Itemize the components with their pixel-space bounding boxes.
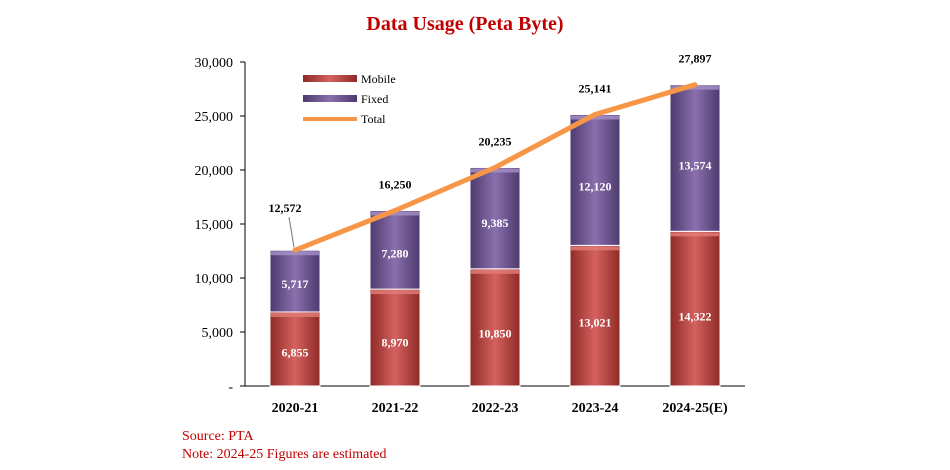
bar-fixed <box>669 84 721 232</box>
bar-value-label: 9,385 <box>482 216 509 230</box>
x-tick-label: 2022-23 <box>472 401 519 416</box>
estimate-note: Note: 2024-25 Figures are estimated <box>182 447 387 462</box>
y-tick-label: - <box>228 380 233 395</box>
legend-label-total: Total <box>361 112 386 126</box>
legend-swatch-mobile <box>303 75 357 82</box>
bar-mobile <box>269 311 321 387</box>
bar-value-label: 8,970 <box>382 335 409 349</box>
legend-label-mobile: Mobile <box>361 72 396 86</box>
bar-highlight <box>671 85 719 90</box>
total-value-label: 27,897 <box>679 52 712 66</box>
axes: - 5,000 10,000 15,000 20,000 25,000 30,000 2020… <box>195 56 745 416</box>
bars <box>269 84 721 387</box>
bar-value-label: 13,574 <box>679 158 712 172</box>
bar-fixed <box>369 210 421 290</box>
x-tick-label: 2023-24 <box>572 401 619 416</box>
y-tick-label: 25,000 <box>195 110 234 125</box>
y-tick-label: 20,000 <box>195 164 234 179</box>
bar-value-label: 10,850 <box>479 326 512 340</box>
x-tick-label: 2024-25(E) <box>662 401 728 416</box>
source-note: Source: PTA <box>182 429 254 444</box>
chart-title: Data Usage (Peta Byte) <box>366 13 563 35</box>
total-value-label: 16,250 <box>379 178 412 192</box>
y-tick-label: 10,000 <box>195 272 234 287</box>
bar-value-label: 6,855 <box>282 346 309 360</box>
total-value-label: 25,141 <box>579 81 612 95</box>
bar-fixed <box>269 249 321 313</box>
bar-mobile <box>569 244 621 387</box>
bar-value-label: 5,717 <box>282 277 309 291</box>
bar-fixed <box>469 166 521 270</box>
legend: Mobile Fixed Total <box>303 72 396 126</box>
bar-highlight <box>671 232 719 237</box>
total-value-label: 20,235 <box>479 134 512 148</box>
bar-mobile <box>469 268 521 387</box>
total-value-label: 12,572 <box>269 201 302 215</box>
bar-highlight <box>271 251 319 256</box>
bar-highlight <box>271 312 319 317</box>
bar-mobile <box>669 230 721 387</box>
bar-highlight <box>471 168 519 173</box>
bar-highlight <box>571 115 619 120</box>
bar-highlight <box>571 246 619 251</box>
bar-value-label: 7,280 <box>382 247 409 261</box>
y-tick-label: 5,000 <box>202 326 234 341</box>
y-tick-label: 15,000 <box>195 218 234 233</box>
total-line-layer <box>292 82 698 253</box>
x-tick-label: 2020-21 <box>272 401 319 416</box>
y-tick-label: 30,000 <box>195 56 234 71</box>
x-tick-label: 2021-22 <box>372 401 419 416</box>
total-line <box>292 82 698 253</box>
legend-swatch-fixed <box>303 95 357 102</box>
bar-value-label: 12,120 <box>579 179 612 193</box>
bar-highlight <box>371 211 419 216</box>
total-label-leader <box>288 217 295 248</box>
bar-highlight <box>471 269 519 274</box>
bar-value-label: 14,322 <box>679 309 712 323</box>
bar-value-label: 13,021 <box>579 316 612 330</box>
bar-highlight <box>371 290 419 295</box>
legend-label-fixed: Fixed <box>361 92 388 106</box>
data-labels: 6,855 5,717 8,970 7,280 10,850 9,385 13,021 12,… <box>269 52 712 360</box>
